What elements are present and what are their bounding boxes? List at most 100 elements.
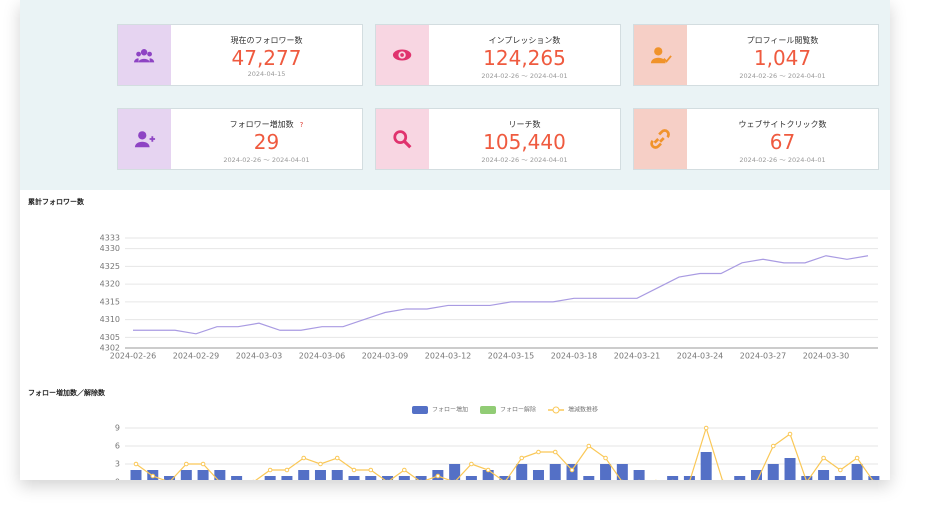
trend-point xyxy=(150,473,156,479)
bar xyxy=(633,470,645,480)
trend-point xyxy=(184,461,189,467)
stat-card: ウェブサイトクリック数 67 2024-02-26 〜 2024-04-01 xyxy=(633,108,879,170)
card-date: 2024-02-26 〜 2024-04-01 xyxy=(481,72,568,80)
card-label: プロフィール閲覧数 xyxy=(687,35,878,46)
bar xyxy=(616,464,628,480)
trend-point xyxy=(552,449,558,455)
bar xyxy=(818,470,830,480)
bar xyxy=(801,476,813,480)
bar xyxy=(348,476,360,480)
x-tick-label: 2024-02-29 xyxy=(173,352,220,361)
bar xyxy=(281,476,293,480)
line xyxy=(133,255,869,335)
card-value: 67 xyxy=(769,130,796,154)
chart-title: 累計フォロワー数 xyxy=(28,197,85,206)
card-label-text: インプレッション数 xyxy=(488,36,561,45)
card-date: 2024-02-26 〜 2024-04-01 xyxy=(223,156,310,164)
trend-line xyxy=(135,425,874,480)
trend-point xyxy=(334,455,340,461)
card-text: リーチ数 105,440 2024-02-26 〜 2024-04-01 xyxy=(429,109,620,164)
card-value: 29 xyxy=(253,130,280,154)
bar xyxy=(583,476,595,480)
bar xyxy=(130,470,142,480)
x-tick-label: 2024-02-26 xyxy=(110,352,157,361)
trend-point xyxy=(200,461,206,467)
card-icon xyxy=(118,109,171,169)
y-tick-label: 4315 xyxy=(100,297,120,306)
trend-point xyxy=(284,467,290,473)
trend-point xyxy=(485,467,491,473)
card-text: ウェブサイトクリック数 67 2024-02-26 〜 2024-04-01 xyxy=(687,109,878,164)
bar xyxy=(214,470,226,480)
legend-swatch xyxy=(412,406,428,414)
card-label-text: プロフィール閲覧数 xyxy=(746,36,819,45)
card-label: フォロワー増加数? xyxy=(171,119,362,130)
icon xyxy=(649,129,670,149)
y-tick-label: 4310 xyxy=(100,315,120,324)
card-label: 現在のフォロワー数 xyxy=(171,35,362,46)
y-tick-label: 3 xyxy=(115,460,120,469)
card-value: 1,047 xyxy=(753,46,812,70)
x-tick-label: 2024-03-30 xyxy=(803,352,850,361)
trend-point xyxy=(603,455,608,461)
bar xyxy=(767,464,779,480)
trend-point xyxy=(586,443,592,449)
card-label-text: フォロワー増加数 xyxy=(229,120,294,129)
bar xyxy=(549,464,561,480)
trend-point xyxy=(519,455,525,461)
y-tick-label: 4305 xyxy=(100,333,120,342)
bar xyxy=(449,464,461,480)
x-tick-label: 2024-03-24 xyxy=(677,352,724,361)
trend-point xyxy=(821,455,826,461)
trend-point xyxy=(838,467,843,473)
y-tick-label: 9 xyxy=(115,424,120,433)
legend-label: 増減数推移 xyxy=(568,406,598,414)
bar xyxy=(482,470,494,480)
card-label: インプレッション数 xyxy=(429,35,620,46)
bar xyxy=(398,476,410,480)
bar xyxy=(750,470,762,480)
trend-point xyxy=(435,473,441,479)
icon xyxy=(392,49,411,61)
trend-point xyxy=(133,461,139,467)
bar xyxy=(465,476,477,480)
y-tick-label: 4330 xyxy=(100,244,120,253)
charts: 累計フォロワー数 4302 4305 4310 4315 4320 4325 43304333… xyxy=(28,197,880,480)
legend-label: フォロー増加 xyxy=(432,406,468,414)
stat-card: インプレッション数 124,265 2024-02-26 〜 2024-04-01 xyxy=(375,24,621,86)
legend-swatch xyxy=(480,406,497,414)
bar xyxy=(298,470,310,480)
card-icon xyxy=(118,25,171,85)
x-tick-label: 2024-03-21 xyxy=(614,352,661,361)
legend-marker xyxy=(552,406,560,414)
card-date: 2024-04-15 xyxy=(247,70,286,78)
bar xyxy=(734,476,746,480)
icon xyxy=(392,130,411,149)
bar xyxy=(532,470,544,480)
y-tick-label: 4302 xyxy=(100,344,120,353)
trend-point xyxy=(854,455,860,461)
x-tick-label: 2024-03-06 xyxy=(299,352,346,361)
bar xyxy=(499,476,511,480)
bar xyxy=(516,464,528,480)
y-tick-label: 4333 xyxy=(100,234,120,243)
card-value: 105,440 xyxy=(483,130,566,154)
y-tick-label: 4325 xyxy=(100,262,120,271)
bar xyxy=(868,476,880,480)
trend-point xyxy=(536,449,541,455)
bar xyxy=(683,476,695,480)
card-icon xyxy=(634,25,687,85)
bar xyxy=(314,470,326,480)
icon xyxy=(650,47,672,64)
bar xyxy=(264,476,276,480)
card-icon xyxy=(376,25,429,85)
card-text: インプレッション数 124,265 2024-02-26 〜 2024-04-01 xyxy=(429,25,620,80)
trend-point xyxy=(787,431,793,437)
card-icon xyxy=(634,109,687,169)
trend-point xyxy=(703,425,709,431)
card-date: 2024-02-26 〜 2024-04-01 xyxy=(481,156,568,164)
help-icon: ? xyxy=(299,121,304,129)
trend-point xyxy=(402,467,407,473)
dashboard: 累計フォロワー数 4302 4305 4310 4315 4320 4325 4330 4333… xyxy=(20,0,890,480)
card-value: 124,265 xyxy=(483,46,566,70)
